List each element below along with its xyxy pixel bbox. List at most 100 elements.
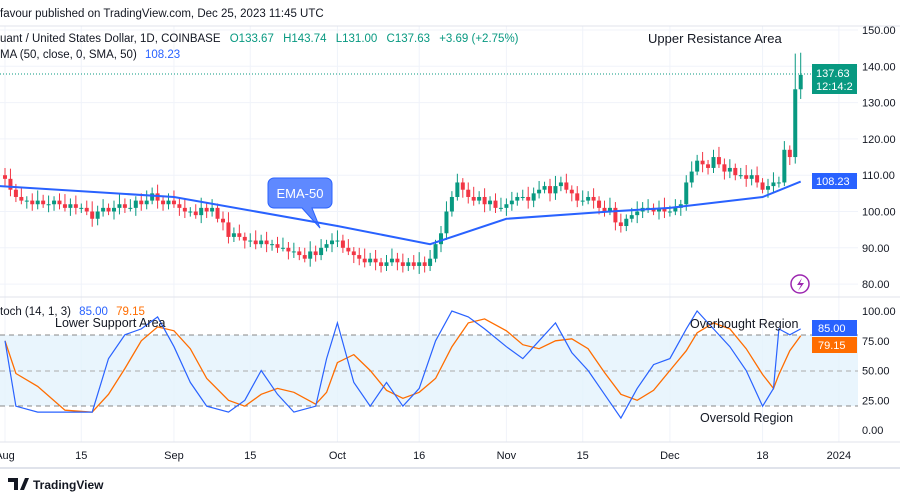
time-tick-label: 15	[244, 450, 256, 462]
candle	[3, 167, 7, 187]
candle	[8, 168, 13, 197]
svg-text:137.63: 137.63	[816, 68, 850, 80]
candle	[346, 239, 351, 256]
candle	[531, 187, 536, 208]
candle	[106, 203, 111, 216]
candle	[771, 172, 776, 193]
candle	[542, 181, 547, 194]
candle	[504, 198, 509, 216]
candle	[46, 195, 51, 213]
lower-support-label: Lower Support Area	[55, 316, 166, 330]
time-tick-label: Sep	[164, 450, 184, 462]
time-tick-label: 16	[413, 450, 425, 462]
stoch-tick-label: 25.00	[862, 395, 890, 407]
ma-legend: MA (50, close, 0, SMA, 50) 108.23	[0, 49, 180, 61]
candle	[449, 191, 454, 217]
candle	[90, 201, 95, 227]
candle	[678, 199, 683, 216]
candle	[52, 196, 57, 211]
candle	[618, 213, 623, 233]
stoch-k-line	[4, 310, 801, 420]
price-tick-label: 90.00	[862, 243, 890, 255]
time-tick-label: Aug	[0, 450, 15, 462]
sma-line	[0, 180, 802, 246]
stoch-d-line	[4, 318, 802, 413]
candle	[84, 200, 89, 216]
stoch-k-tag: 85.00	[812, 320, 857, 336]
candle	[782, 141, 787, 187]
candle	[379, 257, 384, 273]
change-value: +3.69 (+2.75%)	[439, 33, 518, 45]
candle	[526, 186, 531, 209]
candle	[253, 230, 258, 250]
candle	[275, 236, 280, 253]
candle	[716, 146, 721, 168]
candle	[569, 185, 574, 202]
candle	[161, 196, 166, 211]
candle	[793, 53, 798, 164]
tradingview-logo[interactable]: TradingView	[8, 478, 104, 492]
time-tick-label: 15	[75, 450, 87, 462]
candle	[373, 249, 378, 271]
candle	[95, 205, 100, 226]
candle	[787, 145, 792, 166]
price-tick-label: 120.00	[862, 134, 896, 146]
candle	[357, 247, 362, 266]
symbol: uant / United States Dollar, 1D, COINBAS…	[0, 33, 221, 45]
candle	[324, 239, 329, 252]
candle	[248, 233, 253, 248]
candle	[695, 154, 700, 176]
price-tick-label: 80.00	[862, 279, 890, 291]
candle	[624, 214, 629, 232]
overbought-label: Overbought Region	[690, 317, 798, 331]
stoch-tick-label: 100.00	[862, 306, 896, 318]
stoch-tick-label: 0.00	[862, 425, 883, 437]
stoch-tick-label: 75.00	[862, 336, 890, 348]
candle	[221, 211, 225, 231]
oversold-label: Oversold Region	[700, 411, 793, 425]
candle	[286, 241, 291, 260]
candle	[466, 182, 471, 204]
lightning-icon[interactable]	[790, 274, 810, 294]
candle	[471, 186, 476, 206]
candle	[41, 194, 46, 208]
candle	[144, 190, 149, 210]
candle	[591, 188, 596, 209]
candle	[193, 204, 198, 219]
candle	[602, 200, 607, 217]
candle	[384, 255, 389, 272]
candle	[30, 193, 35, 211]
candle	[297, 247, 302, 261]
candle	[749, 169, 754, 186]
candle	[128, 199, 133, 212]
time-tick-label: 15	[577, 450, 589, 462]
svg-text:85.00: 85.00	[818, 323, 846, 335]
candle	[520, 189, 525, 201]
countdown: 12:14:2	[816, 81, 853, 93]
price-tick-label: 100.00	[862, 207, 896, 219]
candle	[264, 231, 269, 253]
low-value: L131.00	[336, 33, 378, 45]
candle	[188, 207, 193, 217]
candle	[537, 181, 542, 199]
candle	[57, 193, 62, 210]
time-tick-label: Dec	[660, 450, 680, 462]
candle	[733, 163, 738, 181]
candle	[231, 227, 236, 242]
candle	[335, 230, 340, 248]
candle	[351, 247, 356, 264]
price-tick-label: 130.00	[862, 98, 896, 110]
candle	[564, 173, 569, 194]
candle	[575, 186, 580, 208]
candle	[776, 176, 781, 188]
svg-text:79.15: 79.15	[818, 340, 846, 352]
last-price-tag: 137.63 12:14:2	[812, 64, 857, 94]
time-tick-label: 18	[756, 450, 768, 462]
candle	[711, 149, 716, 174]
ema-callout: EMA-50	[267, 177, 333, 229]
candle	[498, 197, 503, 212]
candle	[112, 200, 116, 220]
candle	[302, 247, 307, 263]
